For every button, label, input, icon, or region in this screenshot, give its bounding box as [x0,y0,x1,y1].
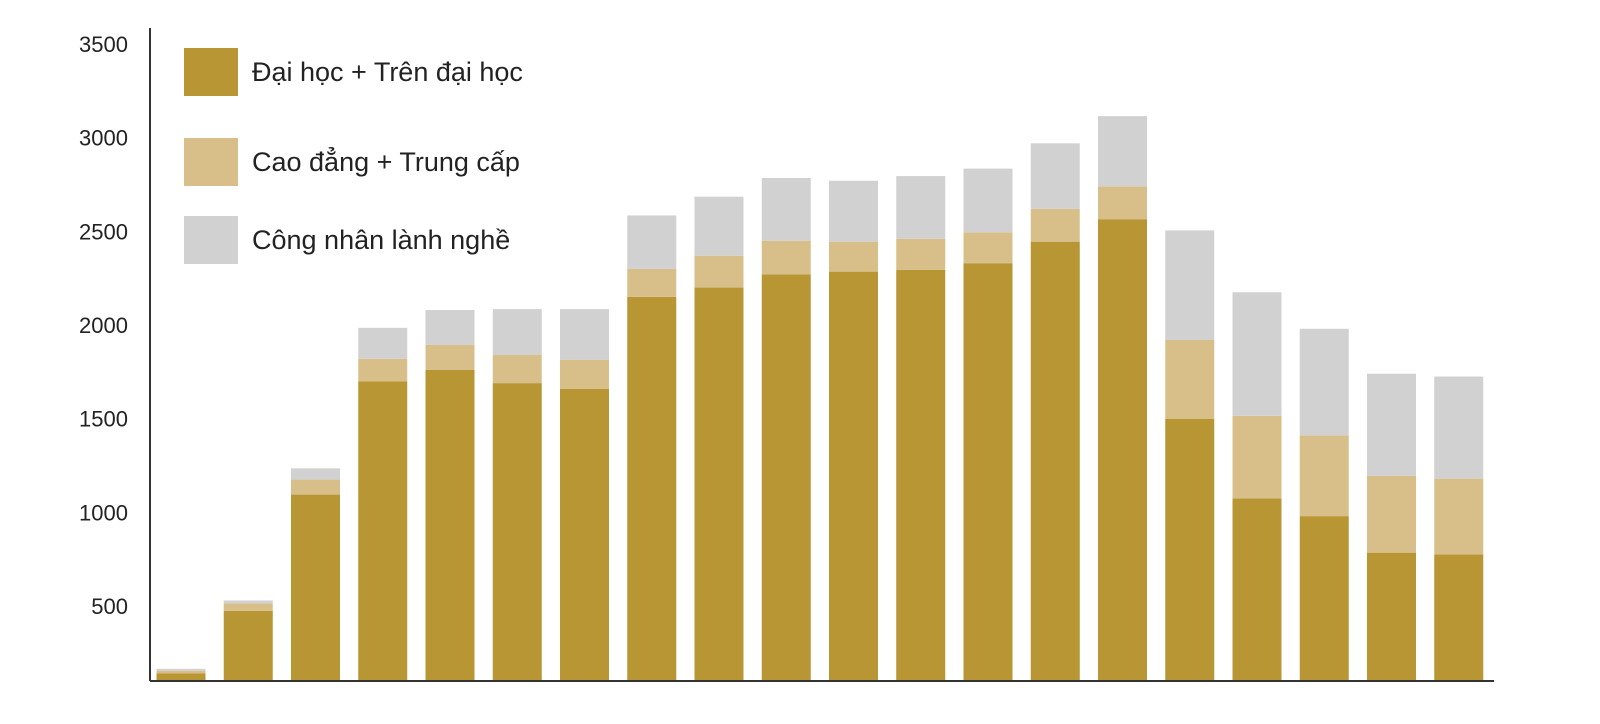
bar-segment-series-3 [156,668,206,671]
bar-segment-series-1 [761,274,811,681]
legend: Đại học + Trên đại học Cao đẳng + Trung c… [184,48,523,264]
bar-segment-series-1 [694,287,744,681]
bar-segment-series-3 [963,168,1013,233]
bar-segment-series-3 [291,468,340,480]
bar-segment-series-1 [425,369,475,681]
bar-segment-series-2 [694,255,744,288]
bar-segment-series-2 [358,358,408,382]
y-tick-label: 2000 [79,313,128,338]
bar-segment-series-3 [896,176,946,239]
bar-segment-series-3 [1299,328,1349,436]
y-tick-label: 1500 [79,407,128,432]
bar-segment-series-2 [156,670,206,674]
bar-segment-series-2 [1165,340,1215,419]
legend-swatch [184,216,238,264]
bar-segment-series-3 [1098,116,1147,187]
bar-segment-series-2 [963,232,1013,264]
bar-segment-series-1 [1434,554,1484,681]
bar-segment-series-2 [829,241,878,272]
bar-segment-series-1 [358,381,408,681]
legend-label: Đại học + Trên đại học [252,57,523,87]
bar-segment-series-1 [1299,516,1349,681]
bar-segment-series-3 [761,177,811,241]
y-tick-label: 500 [91,594,128,619]
bar-segment-series-2 [425,344,475,370]
bar-segment-series-1 [1030,241,1080,681]
bar-segment-series-3 [1030,143,1080,209]
legend-swatch [184,48,238,96]
bar-segment-series-3 [560,309,609,360]
bar-segment-series-1 [492,383,542,681]
bar-segment-series-1 [223,610,273,681]
bar-segment-series-3 [1165,230,1215,341]
bar-segment-series-1 [560,388,609,681]
bar-segment-series-1 [896,269,946,681]
bar-segment-series-3 [1367,373,1416,476]
bar-segment-series-2 [1367,475,1416,553]
bar-segment-series-1 [963,263,1013,681]
bars-layer [156,116,1484,681]
bar-segment-series-1 [1367,552,1416,681]
bar-segment-series-3 [627,215,677,269]
bar-segment-series-1 [291,494,340,681]
bar-segment-series-3 [1434,376,1484,479]
y-tick-labels: 500 1000 1500 2000 2500 3000 3500 [79,32,128,619]
bar-segment-series-2 [896,238,946,270]
bar-segment-series-2 [560,359,609,389]
bar-segment-series-3 [492,309,542,355]
bar-segment-series-1 [1098,219,1147,681]
y-tick-label: 2500 [79,219,128,244]
bar-segment-series-3 [1232,292,1282,416]
bar-segment-series-2 [627,268,677,297]
bar-segment-series-1 [627,296,677,681]
bar-segment-series-2 [1434,478,1484,555]
bar-segment-series-3 [829,180,878,242]
bar-segment-series-3 [694,196,744,256]
y-tick-label: 1000 [79,500,128,525]
bar-segment-series-1 [1232,498,1282,681]
bar-segment-series-2 [223,603,273,611]
bar-segment-series-2 [291,479,340,495]
bar-segment-series-2 [761,240,811,275]
bar-segment-series-1 [156,673,206,681]
bar-segment-series-1 [829,271,878,681]
bar-segment-series-2 [492,355,542,384]
legend-label: Công nhân lành nghề [252,225,510,255]
bar-segment-series-2 [1299,435,1349,517]
bar-segment-series-3 [425,310,475,345]
bar-segment-series-1 [1165,418,1215,681]
bar-segment-series-2 [1098,186,1147,220]
bar-segment-series-3 [358,327,408,359]
y-tick-label: 3000 [79,126,128,151]
bar-segment-series-2 [1232,415,1282,499]
bar-segment-series-2 [1030,208,1080,242]
legend-swatch [184,138,238,186]
bar-segment-series-3 [223,600,273,604]
y-tick-label: 3500 [79,32,128,57]
legend-label: Cao đẳng + Trung cấp [252,145,520,177]
